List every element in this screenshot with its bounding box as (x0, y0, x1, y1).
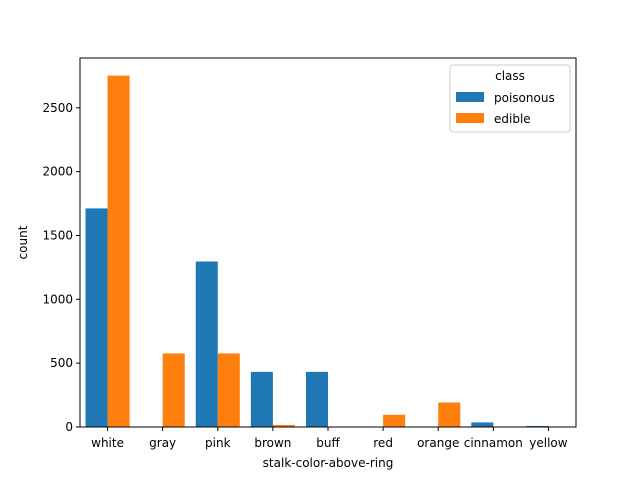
x-tick-label-orange: orange (417, 436, 459, 450)
legend-label-edible: edible (494, 112, 531, 126)
y-tick-label: 1500 (42, 228, 73, 242)
y-tick-label: 500 (50, 356, 73, 370)
bar-edible-white (107, 75, 130, 428)
y-tick-label: 1000 (42, 292, 73, 306)
legend-swatch-edible (456, 113, 484, 123)
x-tick-label-yellow: yellow (529, 436, 567, 450)
legend-title: class (495, 69, 525, 83)
y-tick-label: 0 (65, 420, 73, 434)
x-tick-label-buff: buff (316, 436, 340, 450)
bar-poisonous-brown (250, 371, 273, 427)
bar-poisonous-cinnamon (471, 422, 494, 427)
y-tick-label: 2000 (42, 165, 73, 179)
bar-poisonous-buff (305, 371, 328, 427)
x-tick-label-brown: brown (254, 436, 291, 450)
bar-edible-brown (272, 424, 295, 427)
x-tick-label-red: red (373, 436, 393, 450)
legend-swatch-poisonous (456, 92, 484, 102)
bar-poisonous-yellow (526, 425, 549, 427)
bar-edible-red (383, 414, 406, 427)
x-tick-label-gray: gray (149, 436, 176, 450)
bar-poisonous-white (85, 208, 108, 427)
legend: class poisonous edible (449, 64, 571, 133)
bar-edible-orange (438, 402, 461, 427)
y-tick-label: 2500 (42, 101, 73, 115)
bar-edible-pink (217, 353, 240, 427)
x-tick-label-pink: pink (205, 436, 231, 450)
bar-edible-gray (162, 353, 185, 427)
bar-poisonous-pink (195, 261, 218, 427)
x-axis-label: stalk-color-above-ring (263, 456, 394, 470)
x-tick-label-cinnamon: cinnamon (464, 436, 523, 450)
legend-label-poisonous: poisonous (494, 91, 555, 105)
x-tick-label-white: white (91, 436, 124, 450)
y-axis-label: count (16, 225, 30, 259)
